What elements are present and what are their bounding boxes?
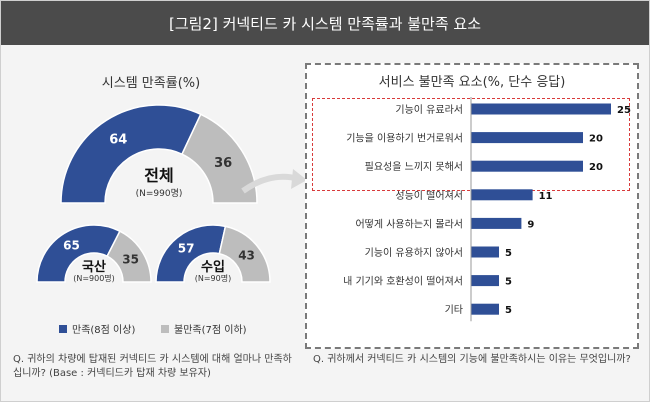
gauge-label: 수입 bbox=[201, 260, 225, 275]
right-question: Q. 귀하께서 커넥티드 카 시스템의 기능에 불만족하시는 이유는 무엇입니까… bbox=[313, 354, 631, 365]
gauge-slice-value: 35 bbox=[122, 253, 139, 267]
gauge-slice-value: 64 bbox=[109, 132, 127, 147]
bar bbox=[471, 132, 583, 144]
bar-category-label: 내 기기와 호환성이 떨어져서 bbox=[343, 276, 463, 288]
legend-satisfied-swatch bbox=[59, 324, 67, 333]
satisfaction-gauges: 64 36 전체 (N=990명) 65 35 국산(N=900명) 57 43 수입(N=90명… bbox=[36, 104, 271, 283]
bar-value-label: 5 bbox=[505, 277, 512, 288]
bar bbox=[471, 217, 522, 229]
gauge-slice-satisfied bbox=[155, 224, 227, 283]
bar-row: 내 기기와 호환성이 떨어져서 5 bbox=[343, 275, 512, 288]
dissatisfaction-chart-title: 서비스 불만족 요소(%, 단수 응답) bbox=[378, 75, 566, 90]
gauge-sublabel: (N=990명) bbox=[136, 188, 183, 199]
gauge-slice-value: 65 bbox=[63, 239, 80, 253]
bar-category-label: 기타 bbox=[445, 304, 463, 316]
legend-satisfied: 만족(8점 이상) bbox=[59, 321, 135, 336]
left-question: Q. 귀하의 차량에 탑재된 커넥티드 카 시스템에 대해 얼마나 만족하십니까… bbox=[13, 354, 292, 379]
gauge-sublabel: (N=900명) bbox=[73, 273, 115, 283]
legend-unsatisfied: 불만족(7점 이하) bbox=[161, 321, 247, 336]
gauge-3: 57 43 수입(N=90명) bbox=[155, 224, 271, 283]
bar-row: 어떻게 사용하는지 몰라서 9 bbox=[355, 217, 534, 230]
gauge-slice-value: 36 bbox=[214, 156, 232, 171]
gauge-slice-unsatisfied bbox=[106, 230, 152, 283]
bar-value-label: 20 bbox=[589, 162, 603, 173]
bar-category-label: 성능이 떨어져서 bbox=[395, 190, 463, 202]
bar-value-label: 20 bbox=[589, 134, 603, 145]
bar-row: 기타 5 bbox=[445, 303, 512, 316]
gauge-1: 64 36 전체 (N=990명) bbox=[60, 104, 258, 204]
legend-satisfied-label: 만족(8점 이상) bbox=[72, 325, 136, 336]
bar-row: 기능을 이용하기 번거로워서 20 bbox=[346, 132, 603, 145]
gauge-slice-satisfied bbox=[36, 224, 121, 283]
bar bbox=[471, 275, 499, 287]
bar-row: 성능이 떨어져서 11 bbox=[395, 189, 553, 202]
gauge-slice-value: 43 bbox=[238, 248, 255, 262]
gauge-label: 전체 bbox=[144, 166, 173, 185]
satisfaction-chart-title: 시스템 만족률(%) bbox=[101, 76, 201, 91]
gauge-sublabel: (N=90명) bbox=[195, 273, 231, 283]
bar-category-label: 기능을 이용하기 번거로워서 bbox=[346, 132, 463, 145]
gauge-2: 65 35 국산(N=900명) bbox=[36, 224, 152, 283]
bar bbox=[471, 103, 611, 115]
bar-value-label: 11 bbox=[539, 191, 553, 202]
gauge-slice-unsatisfied bbox=[180, 113, 258, 204]
bar-category-label: 어떻게 사용하는지 몰라서 bbox=[355, 217, 463, 230]
bar-value-label: 9 bbox=[527, 219, 534, 230]
gauge-label: 국산 bbox=[82, 259, 106, 275]
bar-category-label: 필요성을 느끼지 못해서 bbox=[365, 160, 463, 173]
figure-title: [그림2] 커넥티드 카 시스템 만족률과 불만족 요소 bbox=[168, 14, 482, 33]
connector-arrow bbox=[241, 169, 307, 194]
dissatisfaction-bar-chart: 기능이 유료라서 25 기능을 이용하기 번거로워서 20 필요성을 느끼지 못해서 20… bbox=[343, 97, 631, 322]
bar bbox=[471, 246, 499, 258]
bar-category-label: 기능이 유료라서 bbox=[395, 104, 463, 116]
gauge-slice-satisfied bbox=[60, 104, 202, 204]
gauge-slice-unsatisfied bbox=[218, 225, 271, 283]
bar-value-label: 5 bbox=[505, 305, 512, 316]
dissatisfaction-panel: 서비스 불만족 요소(%, 단수 응답) 기능이 유료라서 25 기능을 이용하기 … bbox=[305, 63, 639, 349]
figure-header: [그림2] 커넥티드 카 시스템 만족률과 불만족 요소 bbox=[1, 1, 649, 45]
bar-value-label: 25 bbox=[617, 105, 631, 116]
bar-category-label: 기능이 유용하지 않아서 bbox=[365, 246, 463, 259]
bar-row: 기능이 유료라서 25 bbox=[395, 103, 631, 116]
bar-row: 필요성을 느끼지 못해서 20 bbox=[365, 160, 603, 173]
bar bbox=[471, 189, 533, 201]
bar bbox=[471, 303, 499, 315]
bar-value-label: 5 bbox=[505, 248, 512, 259]
legend-unsatisfied-label: 불만족(7점 이하) bbox=[174, 325, 247, 336]
legend-unsatisfied-swatch bbox=[161, 324, 169, 333]
bar bbox=[471, 160, 583, 172]
bar-row: 기능이 유용하지 않아서 5 bbox=[365, 246, 512, 259]
gauge-slice-value: 57 bbox=[178, 242, 195, 256]
